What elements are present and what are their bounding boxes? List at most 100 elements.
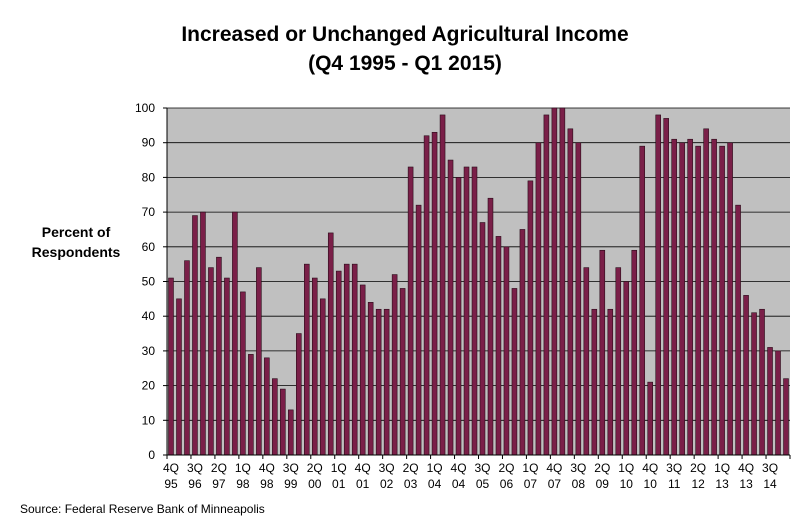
bar — [647, 381, 654, 456]
bar — [359, 284, 366, 456]
bar — [264, 357, 270, 456]
x-tick-label-year: 07 — [548, 477, 562, 491]
x-tick-label-quarter: 1Q — [331, 461, 347, 475]
source-note: Source: Federal Reserve Bank of Minneapo… — [20, 502, 265, 516]
x-tick-label-quarter: 2Q — [211, 461, 227, 475]
x-tick-label-quarter: 4Q — [738, 461, 754, 475]
bar — [687, 138, 693, 456]
bar — [567, 128, 574, 456]
x-tick-label-year: 02 — [380, 477, 394, 491]
bar — [399, 288, 406, 456]
bar — [463, 166, 470, 456]
bar — [168, 277, 174, 456]
y-axis-label-line1: Percent of — [42, 224, 111, 240]
x-tick-label-year: 14 — [763, 477, 777, 491]
bar — [391, 274, 398, 456]
y-tick-label: 70 — [142, 205, 156, 219]
x-tick-label-year: 09 — [596, 477, 610, 491]
x-tick-label-quarter: 4Q — [163, 461, 179, 475]
bar — [511, 288, 518, 456]
x-tick-label-year: 13 — [739, 477, 753, 491]
x-tick-label-quarter: 4Q — [642, 461, 658, 475]
bar — [759, 308, 765, 456]
bar — [543, 114, 550, 456]
bar — [407, 166, 414, 456]
x-tick-label-quarter: 2Q — [307, 461, 323, 475]
bar — [487, 197, 494, 456]
y-tick-label: 50 — [142, 275, 156, 289]
bar — [695, 145, 701, 456]
x-tick-label-year: 08 — [572, 477, 586, 491]
bar — [327, 232, 334, 456]
bar — [415, 204, 422, 456]
x-tick-label-quarter: 3Q — [762, 461, 778, 475]
bar — [447, 159, 454, 456]
x-tick-label-year: 05 — [476, 477, 490, 491]
bar — [639, 145, 646, 456]
x-tick-label-year: 00 — [308, 477, 322, 491]
bar — [519, 229, 526, 456]
bar — [591, 308, 598, 456]
y-tick-label: 20 — [142, 379, 156, 393]
x-tick-label-year: 04 — [428, 477, 442, 491]
y-tick-label: 0 — [148, 448, 155, 462]
bar — [551, 107, 558, 456]
bar — [503, 246, 510, 456]
x-tick-label-year: 06 — [500, 477, 514, 491]
bar — [383, 308, 390, 456]
bar — [783, 378, 789, 456]
x-tick-label-year: 10 — [644, 477, 658, 491]
x-tick-label-year: 96 — [188, 477, 202, 491]
y-tick-label: 100 — [135, 101, 155, 115]
bar — [176, 298, 182, 456]
bar — [623, 281, 630, 456]
bar — [751, 312, 757, 456]
bar — [711, 138, 717, 456]
bar — [743, 295, 749, 456]
axes — [163, 107, 791, 459]
x-tick-label-quarter: 2Q — [498, 461, 514, 475]
x-tick-label-year: 98 — [236, 477, 250, 491]
bar — [583, 267, 590, 456]
y-tick-label: 80 — [142, 170, 156, 184]
x-tick-label-year: 11 — [668, 477, 681, 491]
bar — [455, 177, 462, 456]
x-tick-label-quarter: 2Q — [594, 461, 610, 475]
bar — [439, 114, 446, 456]
x-tick-label-quarter: 1Q — [522, 461, 538, 475]
bar — [599, 249, 606, 456]
bar — [727, 142, 733, 456]
bar — [671, 138, 677, 456]
bar — [375, 308, 382, 456]
x-tick-label-quarter: 3Q — [570, 461, 586, 475]
x-tick-label-year: 07 — [524, 477, 538, 491]
bar — [527, 180, 534, 456]
bar — [184, 260, 190, 456]
bar — [256, 267, 262, 456]
x-tick-label-year: 13 — [715, 477, 729, 491]
x-tick-label-quarter: 4Q — [259, 461, 275, 475]
bar — [232, 211, 238, 456]
bar — [192, 215, 198, 456]
x-tick-label-quarter: 3Q — [283, 461, 299, 475]
chart-title: Increased or Unchanged Agricultural Inco… — [181, 23, 628, 46]
bar — [216, 256, 222, 456]
bar — [767, 347, 773, 456]
bar — [280, 388, 286, 456]
x-tick-label-year: 04 — [452, 477, 466, 491]
bar — [303, 263, 310, 456]
y-tick-label: 60 — [142, 240, 156, 254]
bar — [775, 350, 781, 456]
x-tick-label-year: 01 — [356, 477, 370, 491]
bar — [351, 263, 358, 456]
bar — [296, 333, 302, 456]
x-tick-label-year: 03 — [404, 477, 418, 491]
x-tick-label-quarter: 2Q — [403, 461, 419, 475]
x-tick-label-quarter: 4Q — [451, 461, 467, 475]
x-tick-label-year: 01 — [332, 477, 346, 491]
bar — [679, 142, 685, 456]
bar — [735, 204, 741, 456]
bar — [240, 291, 246, 456]
x-tick-label-quarter: 4Q — [546, 461, 562, 475]
